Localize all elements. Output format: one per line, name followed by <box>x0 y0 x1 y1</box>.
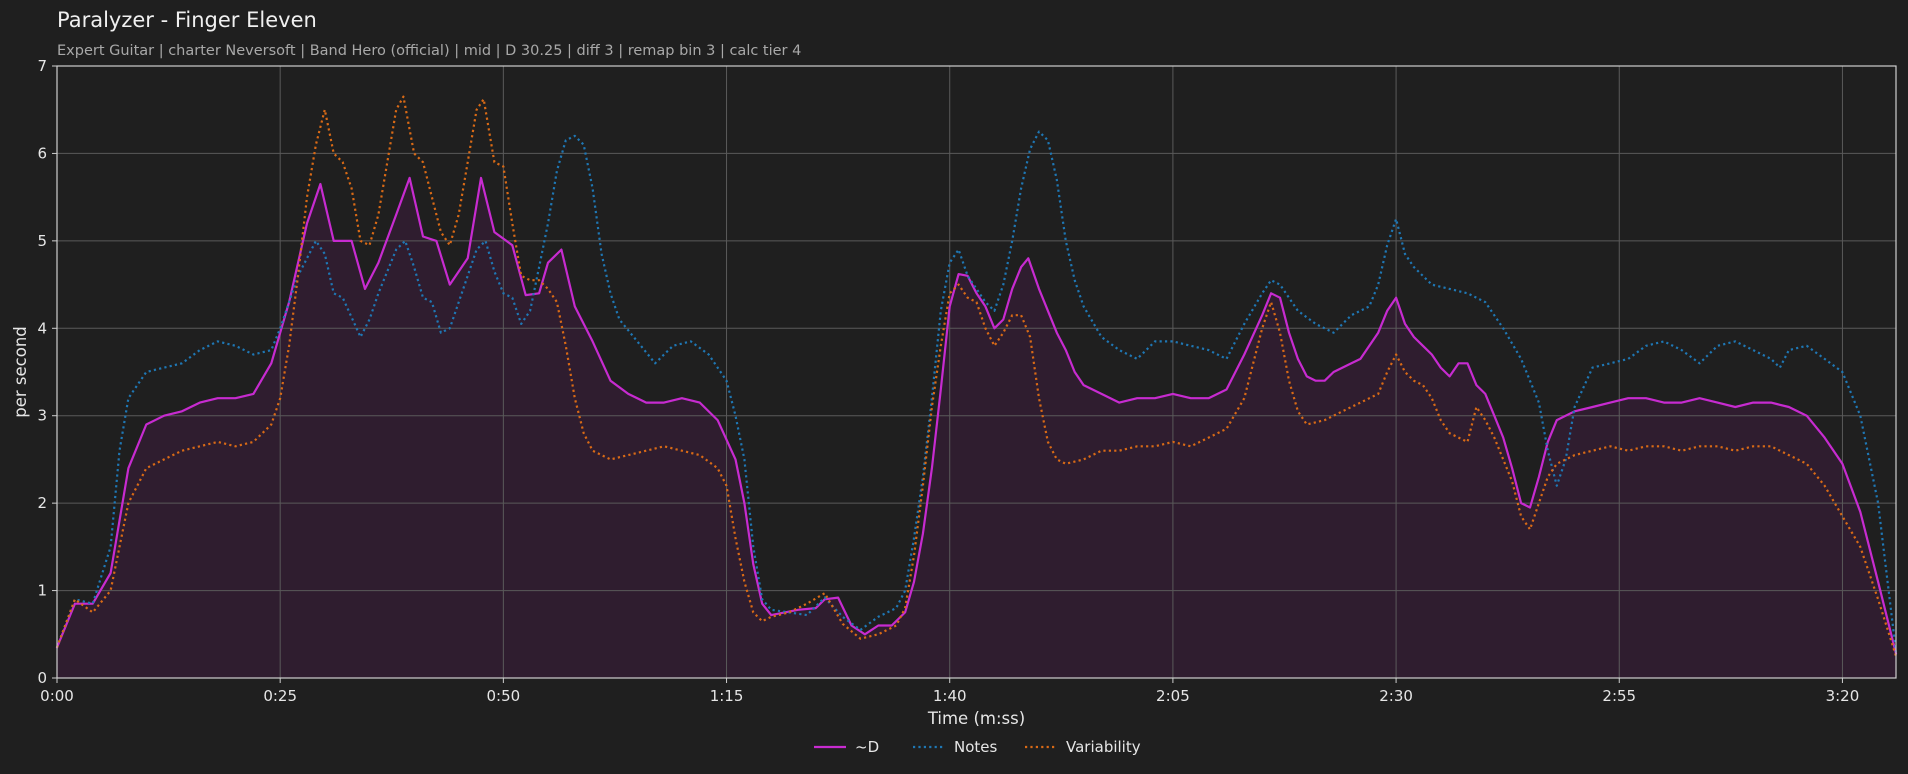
series-layer <box>55 95 1898 657</box>
x-tick-label: 0:25 <box>263 687 297 705</box>
x-tick-label: 2:05 <box>1156 687 1190 705</box>
chart-title: Paralyzer - Finger Eleven <box>57 8 317 32</box>
legend: ~D Notes Variability <box>814 738 1141 756</box>
y-axis-label: per second <box>11 326 30 418</box>
legend-label: ~D <box>855 738 879 756</box>
y-tick-label: 6 <box>37 144 47 162</box>
series-area-fill <box>57 177 1896 678</box>
plot-frame <box>56 65 1897 679</box>
y-tick-label: 0 <box>37 669 47 687</box>
x-tick-label: 0:00 <box>40 687 74 705</box>
x-tick-label: 0:50 <box>487 687 521 705</box>
x-tick-label: 3:20 <box>1826 687 1860 705</box>
series-line-d <box>55 176 1898 655</box>
y-tick-label: 3 <box>37 407 47 425</box>
plot-fill-layer <box>57 177 1896 678</box>
x-axis-label: Time (m:ss) <box>927 709 1025 728</box>
legend-label: Notes <box>954 738 998 756</box>
legend-label: Variability <box>1066 738 1141 756</box>
x-tick-label: 2:30 <box>1379 687 1413 705</box>
y-axis-ticks: 0 1 2 3 4 5 6 7 <box>37 57 57 687</box>
y-tick-label: 4 <box>37 319 47 337</box>
x-tick-label: 2:55 <box>1602 687 1636 705</box>
x-tick-label: 1:15 <box>710 687 744 705</box>
chart-subtitle: Expert Guitar | charter Neversoft | Band… <box>57 43 801 59</box>
y-tick-label: 7 <box>37 57 47 75</box>
x-tick-label: 1:40 <box>933 687 967 705</box>
x-axis-ticks: 0:00 0:25 0:50 1:15 1:40 2:05 2:30 2:55 3:20 <box>40 678 1859 705</box>
y-tick-label: 2 <box>37 494 47 512</box>
series-line-notes <box>55 130 1898 652</box>
y-tick-label: 5 <box>37 232 47 250</box>
y-tick-label: 1 <box>37 582 47 600</box>
